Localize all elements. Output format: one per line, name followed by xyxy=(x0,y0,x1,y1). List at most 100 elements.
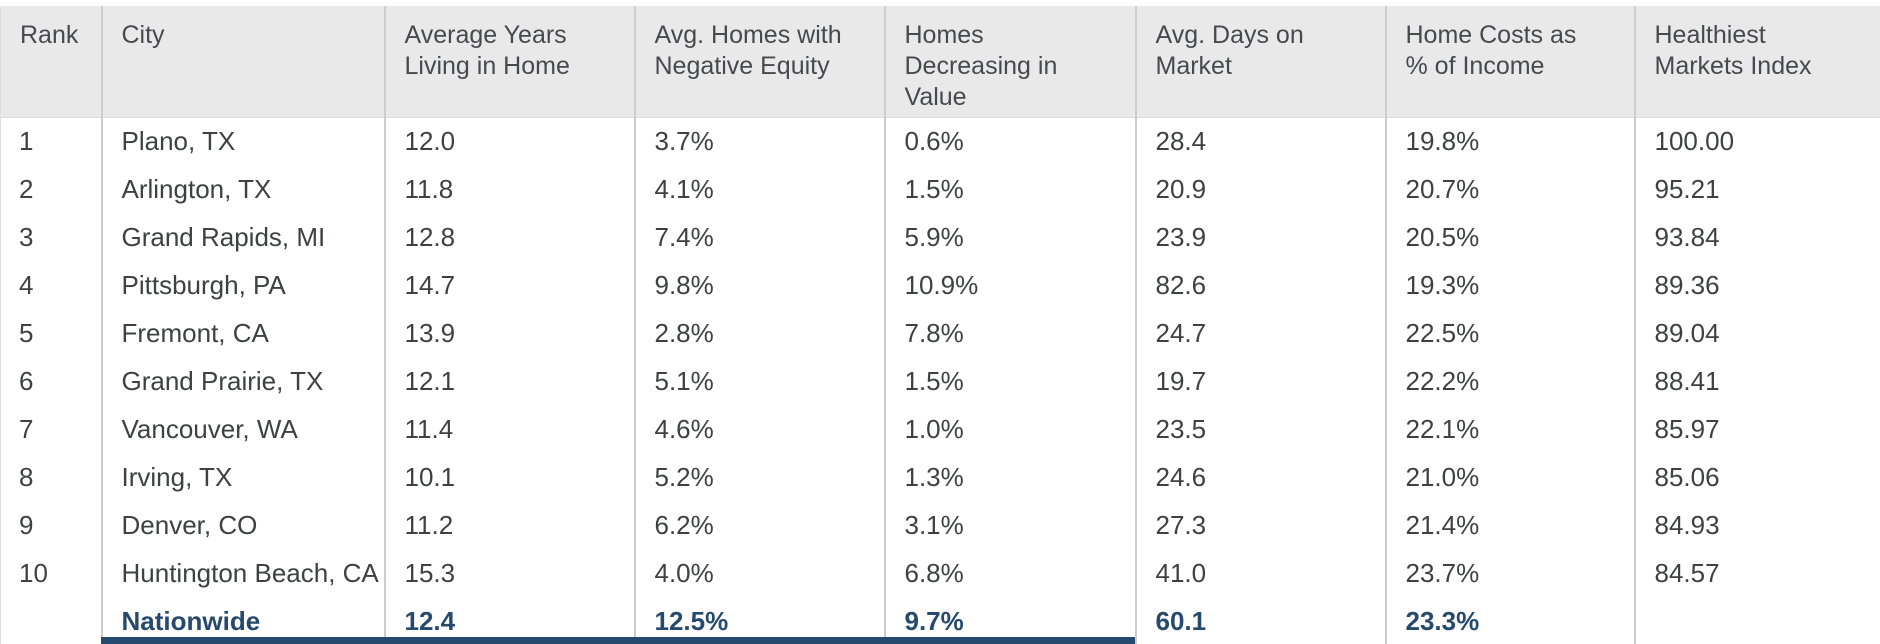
cell-decreasing-value: 1.5% xyxy=(883,357,1136,405)
table-row: 9 Denver, CO 11.2 6.2% 3.1% 27.3 21.4% 8… xyxy=(1,501,1880,549)
cell-decreasing-value: 6.8% xyxy=(883,549,1136,597)
column-header-city: City xyxy=(100,6,385,118)
table-row: 2 Arlington, TX 11.8 4.1% 1.5% 20.9 20.7… xyxy=(1,165,1880,213)
cell-decreasing-value: 5.9% xyxy=(883,213,1136,261)
cell-costs-income: 19.8% xyxy=(1384,117,1635,165)
healthiest-markets-table: Rank City Average Years Living in Home A… xyxy=(0,6,1880,644)
column-header-decreasing-value: Homes Decreasing in Value xyxy=(883,6,1136,118)
cell-costs-income: 19.3% xyxy=(1384,261,1635,309)
cell-avg-years: 12.1 xyxy=(383,357,635,405)
cell-city: Huntington Beach, CA xyxy=(100,549,385,597)
cell-days-on-market: 24.7 xyxy=(1134,309,1386,357)
column-header-label: Homes Decreasing in Value xyxy=(904,21,1058,111)
cell-city: Pittsburgh, PA xyxy=(100,261,385,309)
table-header: Rank City Average Years Living in Home A… xyxy=(0,6,1880,118)
cell-costs-income: 23.7% xyxy=(1384,549,1635,597)
header-row: Rank City Average Years Living in Home A… xyxy=(0,6,1880,118)
column-header-rank: Rank xyxy=(0,6,102,118)
cell-avg-years: 10.1 xyxy=(383,453,635,501)
cell-negative-equity: 2.8% xyxy=(633,309,885,357)
cell-avg-years: 11.4 xyxy=(383,405,635,453)
cell-negative-equity: 3.7% xyxy=(633,117,885,165)
column-header-negative-equity: Avg. Homes with Negative Equity xyxy=(633,6,885,118)
cell-negative-equity: 9.8% xyxy=(633,261,885,309)
cell-days-on-market: 24.6 xyxy=(1134,453,1386,501)
cell-rank: 2 xyxy=(19,173,34,204)
cell-avg-years: 12.8 xyxy=(383,213,635,261)
cell-days-on-market: 28.4 xyxy=(1134,117,1386,165)
table-row: 7 Vancouver, WA 11.4 4.6% 1.0% 23.5 22.1… xyxy=(1,405,1880,453)
cell-negative-equity: 6.2% xyxy=(633,501,885,549)
cell-rank: 5 xyxy=(19,317,34,348)
cell-costs-income: 22.1% xyxy=(1384,405,1635,453)
cell-rank: 1 xyxy=(19,125,34,156)
column-header-label: City xyxy=(121,21,165,49)
cell-avg-years: 12.0 xyxy=(383,117,635,165)
cell-days-on-market: 41.0 xyxy=(1134,549,1386,597)
cell-days-on-market: 60.1 xyxy=(1134,597,1386,644)
cell-index: 95.21 xyxy=(1633,165,1880,213)
table-row: 8 Irving, TX 10.1 5.2% 1.3% 24.6 21.0% 8… xyxy=(1,453,1880,501)
cell-index: 89.04 xyxy=(1633,309,1880,357)
cell-decreasing-value: 1.5% xyxy=(883,165,1136,213)
footer-accent-bar xyxy=(101,637,1135,644)
cell-decreasing-value: 3.1% xyxy=(883,501,1136,549)
cell-city: Denver, CO xyxy=(100,501,385,549)
cell-decreasing-value: 10.9% xyxy=(883,261,1136,309)
cell-costs-income: 20.5% xyxy=(1384,213,1635,261)
column-header-label: Rank xyxy=(20,21,79,49)
cell-rank: 7 xyxy=(19,413,34,444)
cell-negative-equity: 4.6% xyxy=(633,405,885,453)
cell-city: Vancouver, WA xyxy=(100,405,385,453)
cell-negative-equity: 12.5% xyxy=(633,597,885,644)
cell-rank: 8 xyxy=(19,461,34,492)
cell-city: Plano, TX xyxy=(100,117,385,165)
cell-negative-equity: 7.4% xyxy=(633,213,885,261)
table-row: 5 Fremont, CA 13.9 2.8% 7.8% 24.7 22.5% … xyxy=(1,309,1880,357)
table-body: 1 Plano, TX 12.0 3.7% 0.6% 28.4 19.8% 10… xyxy=(1,117,1880,644)
cell-costs-income: 23.3% xyxy=(1384,597,1635,644)
cell-avg-years: 13.9 xyxy=(383,309,635,357)
column-header-days-on-market: Avg. Days on Market xyxy=(1134,6,1386,118)
cell-rank: 6 xyxy=(19,365,34,396)
cell-index: 84.57 xyxy=(1633,549,1880,597)
column-header-index: Healthiest Markets Index xyxy=(1633,6,1880,118)
cell-city: Nationwide xyxy=(100,597,385,644)
cell-rank xyxy=(1,597,102,644)
cell-avg-years: 11.2 xyxy=(383,501,635,549)
cell-index xyxy=(1633,597,1880,644)
cell-avg-years: 11.8 xyxy=(383,165,635,213)
column-header-label: Home Costs as % of Income xyxy=(1405,21,1577,80)
cell-avg-years: 12.4 xyxy=(383,597,635,644)
cell-index: 89.36 xyxy=(1633,261,1880,309)
cell-index: 93.84 xyxy=(1633,213,1880,261)
cell-rank: 3 xyxy=(19,221,34,252)
nationwide-summary-row: Nationwide 12.4 12.5% 9.7% 60.1 23.3% xyxy=(1,597,1880,644)
table-row: 4 Pittsburgh, PA 14.7 9.8% 10.9% 82.6 19… xyxy=(1,261,1880,309)
cell-costs-income: 22.5% xyxy=(1384,309,1635,357)
table-row: 1 Plano, TX 12.0 3.7% 0.6% 28.4 19.8% 10… xyxy=(1,117,1880,165)
cell-costs-income: 21.4% xyxy=(1384,501,1635,549)
cell-rank: 9 xyxy=(19,509,34,540)
cell-decreasing-value: 1.0% xyxy=(883,405,1136,453)
cell-negative-equity: 4.1% xyxy=(633,165,885,213)
column-header-avg-years: Average Years Living in Home xyxy=(383,6,635,118)
cell-days-on-market: 27.3 xyxy=(1134,501,1386,549)
table-row: 3 Grand Rapids, MI 12.8 7.4% 5.9% 23.9 2… xyxy=(1,213,1880,261)
cell-index: 88.41 xyxy=(1633,357,1880,405)
cell-rank: 4 xyxy=(19,269,34,300)
cell-days-on-market: 82.6 xyxy=(1134,261,1386,309)
cell-days-on-market: 23.9 xyxy=(1134,213,1386,261)
cell-costs-income: 21.0% xyxy=(1384,453,1635,501)
cell-index: 84.93 xyxy=(1633,501,1880,549)
cell-decreasing-value: 7.8% xyxy=(883,309,1136,357)
cell-index: 85.97 xyxy=(1633,405,1880,453)
cell-city: Grand Prairie, TX xyxy=(100,357,385,405)
cell-costs-income: 20.7% xyxy=(1384,165,1635,213)
cell-avg-years: 14.7 xyxy=(383,261,635,309)
column-header-label: Average Years Living in Home xyxy=(404,21,570,80)
cell-index: 100.00 xyxy=(1633,117,1880,165)
table-row: 6 Grand Prairie, TX 12.1 5.1% 1.5% 19.7 … xyxy=(1,357,1880,405)
table-row: 10 Huntington Beach, CA 15.3 4.0% 6.8% 4… xyxy=(1,549,1880,597)
